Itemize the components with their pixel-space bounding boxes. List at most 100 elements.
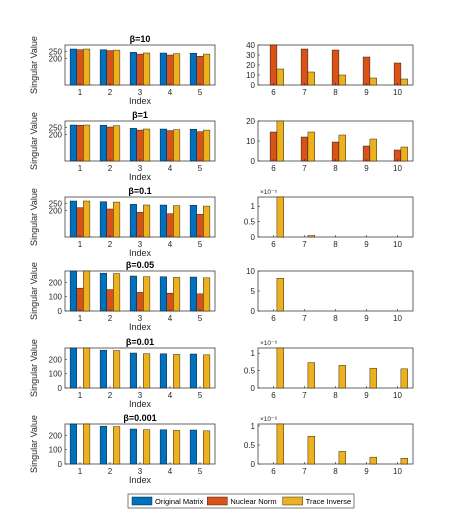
y-tick-label: 40 (246, 41, 255, 50)
bar (276, 196, 284, 238)
bar (189, 129, 197, 162)
bar (69, 124, 77, 162)
bar (83, 48, 91, 86)
x-axis-label: Index (129, 322, 152, 332)
bar (99, 425, 107, 465)
y-axis-label: Singular Value (29, 188, 39, 246)
bar (136, 212, 144, 238)
x-tick-label: 8 (333, 240, 338, 249)
x-tick-label: 10 (393, 467, 402, 476)
y-tick-label: 200 (49, 278, 63, 287)
x-tick-label: 7 (302, 314, 307, 323)
bar (83, 200, 91, 238)
bar (276, 278, 284, 312)
bar (203, 277, 211, 312)
bar (143, 429, 151, 465)
chart-title: β=0.05 (126, 260, 154, 270)
y-axis-label: Singular Value (29, 415, 39, 473)
chart-title: β=0.1 (128, 186, 151, 196)
bar (196, 56, 204, 86)
bar (362, 56, 371, 86)
bar (106, 208, 114, 238)
bar (113, 49, 121, 86)
y-tick-label: 0 (251, 460, 256, 469)
x-tick-label: 5 (198, 164, 203, 173)
bar (159, 52, 167, 86)
x-tick-label: 6 (271, 391, 276, 400)
bar (393, 62, 402, 86)
x-tick-label: 4 (168, 240, 173, 249)
y-tick-label: 0 (251, 81, 256, 90)
x-tick-label: 6 (271, 164, 276, 173)
bar (338, 74, 346, 86)
y-tick-label: 10 (246, 71, 255, 80)
bar (159, 429, 167, 465)
x-tick-label: 6 (271, 88, 276, 97)
bar (276, 423, 284, 465)
bar (300, 48, 309, 86)
bar (203, 53, 211, 86)
x-tick-label: 1 (78, 164, 83, 173)
chart-panel: 6 7 8 9 10 0 10 20 (246, 117, 414, 173)
x-tick-label: 4 (168, 314, 173, 323)
bar (99, 201, 107, 238)
y-tick-label: 0 (58, 384, 63, 393)
x-tick-label: 10 (393, 88, 402, 97)
bar (99, 49, 107, 86)
x-tick-label: 4 (168, 164, 173, 173)
y-axis-label: Singular Value (29, 112, 39, 170)
x-tick-label: 1 (78, 391, 83, 400)
y-tick-label: 0 (58, 460, 63, 469)
chart-title: β=1 (132, 110, 148, 120)
x-tick-label: 5 (198, 314, 203, 323)
x-tick-label: 5 (198, 240, 203, 249)
bar (143, 52, 151, 86)
y-tick-label: 0.5 (244, 441, 256, 450)
y-tick-label: 1 (251, 422, 256, 431)
y-tick-label: 20 (246, 61, 255, 70)
bar (113, 125, 121, 162)
chart-title: β=10 (130, 34, 151, 44)
bar (307, 235, 315, 238)
y-tick-label: 1 (251, 202, 256, 211)
bar (99, 125, 107, 162)
bar (276, 347, 284, 389)
bar (106, 126, 114, 162)
y-axis-label: Singular Value (29, 262, 39, 320)
bar (196, 214, 204, 238)
y-tick-label: 0 (251, 157, 256, 166)
bar (83, 423, 91, 465)
bar (166, 54, 174, 86)
bar (276, 68, 284, 86)
bar (276, 120, 284, 162)
y-exponent-label: ×10⁻⁶ (260, 340, 277, 347)
bar (159, 128, 167, 162)
bar (106, 289, 114, 312)
x-tick-label: 2 (108, 240, 113, 249)
bar (307, 435, 315, 465)
bar (189, 53, 197, 86)
x-tick-label: 4 (168, 467, 173, 476)
bar (269, 44, 278, 86)
x-axis-label: Index (129, 172, 152, 182)
bar (307, 131, 315, 162)
bar (166, 213, 174, 238)
x-tick-label: 9 (364, 88, 369, 97)
bar (83, 347, 91, 389)
bar (69, 48, 77, 86)
bar (400, 458, 408, 465)
bar (189, 353, 197, 389)
bar (166, 292, 174, 312)
x-tick-label: 9 (364, 467, 369, 476)
x-tick-label: 7 (302, 391, 307, 400)
chart-title: β=0.001 (123, 413, 156, 423)
bar (113, 426, 121, 465)
y-axis-label: Singular Value (29, 339, 39, 397)
bar (159, 204, 167, 238)
y-tick-label: 0.5 (244, 367, 256, 376)
bar (300, 136, 309, 162)
bar (69, 270, 77, 312)
